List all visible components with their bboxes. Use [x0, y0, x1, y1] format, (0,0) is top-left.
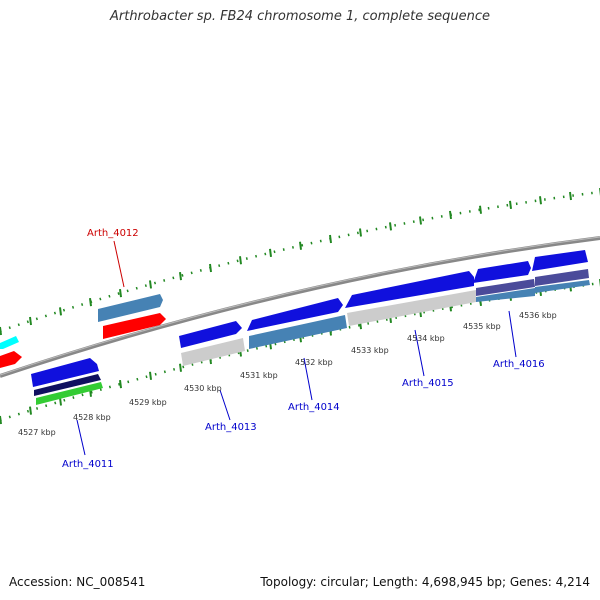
gene-arrow-arth-4013[interactable] [179, 321, 242, 348]
gene-arrow[interactable] [0, 351, 22, 368]
scale-tick [329, 234, 332, 244]
gene-arrow[interactable] [532, 250, 588, 271]
map-title: Arthrobacter sp. FB24 chromosome 1, comp… [109, 9, 491, 24]
scale-tick [89, 297, 92, 307]
callout-lines [76, 240, 517, 456]
scale-tick [0, 415, 2, 425]
scale-tick [359, 228, 362, 237]
scale-tick [0, 326, 2, 336]
gene-label-arth-4012[interactable]: Arth_4012 [87, 228, 139, 239]
gene-arrow-arth-4015[interactable] [345, 271, 474, 308]
scale-tick [29, 406, 32, 415]
gene-arrow[interactable] [249, 315, 347, 349]
scale-tick [269, 248, 272, 257]
gene-arrow[interactable] [535, 280, 590, 293]
gene-arrow[interactable] [34, 374, 101, 396]
scale-tick [149, 280, 152, 289]
outer-major-ticks [0, 188, 600, 336]
scale-tick [569, 191, 572, 201]
gene-arrow-arth-4012-red[interactable] [103, 313, 166, 339]
gene-arrow[interactable] [535, 269, 589, 286]
scale-tick [29, 316, 32, 326]
gene-arrow[interactable] [347, 290, 476, 326]
scale-tick [59, 307, 62, 316]
scale-tick [419, 216, 422, 225]
topology-text: Topology: circular; Length: 4,698,945 bp… [260, 575, 590, 589]
gene-arrow-arth-4012[interactable] [98, 294, 163, 322]
gene-arrow[interactable] [476, 288, 535, 302]
scale-label: 4533 kbp [351, 346, 389, 355]
gene-arrow-arth-4014[interactable] [247, 298, 343, 331]
scale-tick [449, 210, 452, 220]
scale-tick [119, 288, 122, 298]
gene-label-arth-4014[interactable]: Arth_4014 [288, 402, 340, 413]
scale-label: 4529 kbp [129, 398, 167, 407]
gene-label-arth-4011[interactable]: Arth_4011 [62, 459, 114, 470]
scale-tick [179, 271, 182, 281]
gene-label-arth-4013[interactable]: Arth_4013 [205, 422, 257, 433]
scale-labels: 4527 kbp 4528 kbp 4529 kbp 4530 kbp 4531… [18, 311, 557, 437]
scale-label: 4532 kbp [295, 358, 333, 367]
gene-arrow-arth-4011[interactable] [31, 358, 99, 387]
accession-text: Accession: NC_008541 [9, 575, 146, 589]
gene-arrow[interactable] [0, 336, 19, 349]
scale-label: 4535 kbp [463, 322, 501, 331]
gene-arrow[interactable] [181, 338, 245, 366]
gene-label-arth-4015[interactable]: Arth_4015 [402, 378, 454, 389]
scale-label: 4536 kbp [519, 311, 557, 320]
chromosome-backbone [0, 236, 600, 378]
gene-arrow[interactable] [476, 279, 535, 296]
scale-label: 4534 kbp [407, 334, 445, 343]
scale-label: 4530 kbp [184, 384, 222, 393]
gene-label-arth-4016[interactable]: Arth_4016 [493, 359, 545, 370]
scale-tick [509, 200, 512, 209]
scale-label: 4527 kbp [18, 428, 56, 437]
scale-tick [299, 241, 302, 250]
scale-tick [539, 196, 542, 205]
scale-tick [389, 222, 392, 231]
outer-scale-ring [0, 188, 600, 336]
scale-tick [479, 205, 482, 214]
scale-tick [239, 256, 242, 265]
gene-arrow[interactable] [36, 382, 103, 405]
scale-label: 4531 kbp [240, 371, 278, 380]
scale-tick [149, 371, 152, 380]
scale-label: 4528 kbp [73, 413, 111, 422]
scale-tick [119, 379, 122, 389]
gene-labels: Arth_4011 Arth_4012 Arth_4013 Arth_4014 … [62, 228, 545, 470]
scale-tick [209, 263, 212, 273]
gene-arrow-arth-4016[interactable] [473, 261, 531, 283]
scale-tick [179, 363, 182, 372]
